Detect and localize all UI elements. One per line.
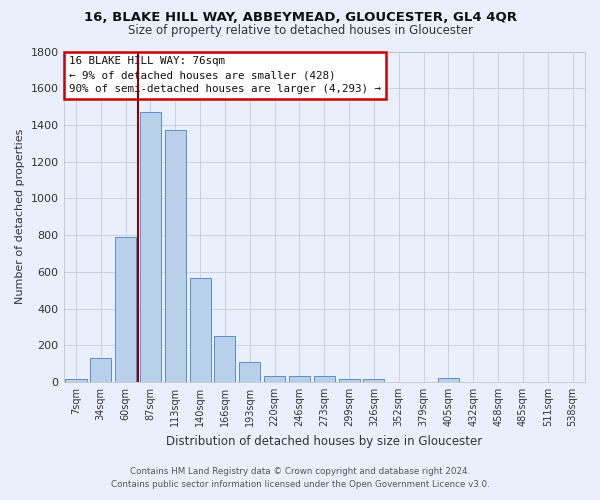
Bar xyxy=(190,278,211,382)
Bar xyxy=(438,378,459,382)
Text: Contains HM Land Registry data © Crown copyright and database right 2024.
Contai: Contains HM Land Registry data © Crown c… xyxy=(110,467,490,489)
Bar xyxy=(264,376,285,382)
Text: 16 BLAKE HILL WAY: 76sqm
← 9% of detached houses are smaller (428)
90% of semi-d: 16 BLAKE HILL WAY: 76sqm ← 9% of detache… xyxy=(69,56,381,94)
X-axis label: Distribution of detached houses by size in Gloucester: Distribution of detached houses by size … xyxy=(166,434,482,448)
Bar xyxy=(115,237,136,382)
Text: Size of property relative to detached houses in Gloucester: Size of property relative to detached ho… xyxy=(128,24,473,37)
Bar xyxy=(90,358,112,382)
Bar xyxy=(338,379,359,382)
Bar xyxy=(239,362,260,382)
Bar xyxy=(214,336,235,382)
Y-axis label: Number of detached properties: Number of detached properties xyxy=(15,129,25,304)
Bar xyxy=(65,379,86,382)
Bar xyxy=(165,130,186,382)
Bar xyxy=(140,112,161,382)
Bar xyxy=(289,376,310,382)
Bar xyxy=(314,376,335,382)
Text: 16, BLAKE HILL WAY, ABBEYMEAD, GLOUCESTER, GL4 4QR: 16, BLAKE HILL WAY, ABBEYMEAD, GLOUCESTE… xyxy=(83,11,517,24)
Bar xyxy=(364,379,385,382)
